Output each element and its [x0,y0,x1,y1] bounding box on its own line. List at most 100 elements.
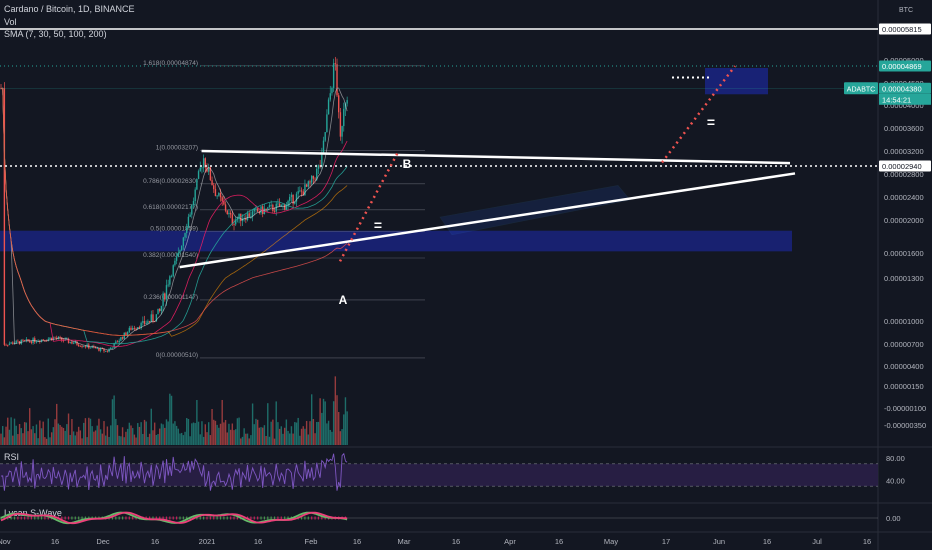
wave-histogram [148,516,151,520]
volume-bar [103,421,105,445]
volume-bar [211,408,213,445]
candle [125,332,127,336]
volume-bar [307,434,310,445]
price-tick: 0.00001300 [884,274,924,283]
candle [104,350,107,352]
candle [94,347,97,349]
candle [327,99,330,115]
wave-histogram [155,516,157,520]
volume-bar [142,433,144,445]
wave-slow-line [0,511,348,525]
candle [172,265,174,277]
projection-leg-2 [661,65,736,164]
candle [310,175,313,183]
volume-bar [130,425,132,445]
candle [270,204,272,206]
volume-bar [93,431,95,445]
rsi-band [0,463,878,487]
candle [312,175,315,179]
candle [336,64,338,96]
volume-bar [35,424,38,445]
volume-bar [159,428,161,445]
candle [297,191,299,194]
volume-bar [278,428,281,445]
price-tag [879,160,931,172]
candle [256,208,259,212]
candle [287,200,289,206]
wave-histogram [152,516,154,520]
candle [267,207,269,209]
candle [23,340,26,341]
volume-bar [15,425,17,445]
candle [223,200,225,205]
volume-bar [64,430,66,445]
volume-bar [110,425,112,445]
lycan-wave-label[interactable]: Lycan S-Wave [4,508,62,518]
candle [152,314,154,322]
volume-bar [39,420,41,445]
wave-histogram [219,516,222,520]
volume-bar [317,421,320,445]
projection-leg-1 [338,151,400,262]
wave-tick: 0.00 [886,514,901,523]
wave-histogram [270,516,272,520]
price-tick: 0.00003200 [884,147,924,156]
candle [59,337,61,338]
symbol-title[interactable]: Cardano / Bitcoin, 1D, BINANCE [4,4,135,14]
candle [67,338,70,343]
volume-bar [32,426,34,445]
volume-bar [67,413,70,445]
candle [138,327,141,328]
wave-histogram [260,516,262,520]
candle [30,341,33,343]
volume-bar [22,433,24,445]
sma-label[interactable]: SMA (7, 30, 50, 100, 200) [4,29,107,39]
volume-bar [316,421,318,445]
candle [77,344,80,346]
rsi-label[interactable]: RSI [4,452,20,462]
volume-bar [231,423,234,445]
volume-bar [7,417,9,445]
candle [186,227,188,234]
candle [160,305,163,312]
wave-histogram [284,516,286,520]
candle [231,214,234,225]
wave-histogram [13,516,16,520]
volume-bar [37,438,39,445]
volume-bar [160,423,163,445]
price-tick: 0.00001600 [884,249,924,258]
volume-label[interactable]: Vol [4,17,17,27]
time-tick: 16 [555,537,563,546]
volume-bar [216,424,218,445]
volume-bar [12,435,14,445]
wave-histogram [67,516,70,520]
volume-bar [147,436,149,445]
price-tag-label: 0.00005815 [882,25,922,34]
wave-histogram [81,516,83,520]
volume-bar [94,430,97,445]
candle [338,95,340,113]
candle [35,341,38,343]
candle [164,293,166,300]
wave-histogram [199,516,201,520]
volume-bar [126,428,129,445]
wave-histogram [44,516,46,520]
candle [10,342,12,344]
candle [98,347,100,351]
volume-bar [121,427,124,445]
volume-bar [59,425,61,445]
volume-bar [224,420,227,445]
time-tick: Mar [398,537,411,546]
volume-bar [52,427,55,445]
wave-histogram [71,516,73,520]
candle [331,87,333,94]
candle [307,181,310,187]
fib-label: 0.382(0.00001540) [143,252,198,259]
volume-bar [54,419,56,445]
volume-bar [62,427,65,445]
volume-bar [267,403,269,445]
rsi-tick: 40.00 [886,477,905,486]
time-tick: Nov [0,537,11,546]
candle [132,328,134,330]
